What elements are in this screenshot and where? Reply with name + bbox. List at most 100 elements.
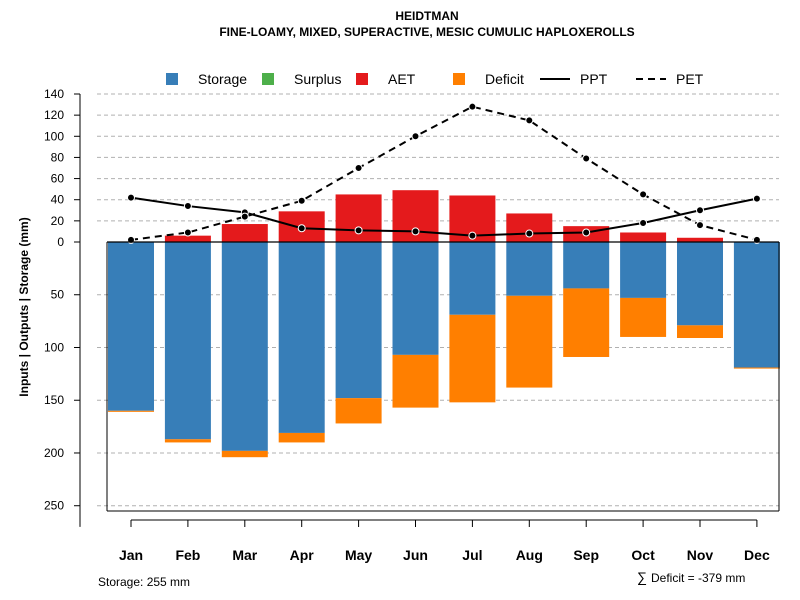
- pet-point: [468, 102, 477, 111]
- y-tick-label: 40: [51, 193, 65, 207]
- aet-bar: [221, 224, 268, 242]
- chart-title-group: HEIDTMAN FINE-LOAMY, MIXED, SUPERACTIVE,…: [219, 9, 634, 39]
- legend-label-deficit: Deficit: [485, 71, 524, 87]
- y-tick-label: 140: [44, 87, 64, 101]
- ppt-point: [639, 218, 648, 227]
- x-tick-label: Jun: [403, 547, 428, 563]
- legend-swatch-storage: [166, 73, 178, 85]
- axes: 0 20 40 60 80 100 120 140 50 100 150 200 250 Jan Feb Ma…: [44, 87, 780, 563]
- storage-bar: [278, 242, 325, 433]
- storage-bar: [677, 242, 723, 326]
- x-tick-label: Jan: [119, 547, 143, 563]
- pet-line: [130, 105, 758, 241]
- deficit-bar: [449, 314, 496, 403]
- y-tick-label: 0: [57, 235, 64, 249]
- deficit-bar: [563, 288, 610, 357]
- y-tick-label: 120: [44, 108, 64, 122]
- ppt-point: [525, 229, 534, 238]
- pet-point: [183, 228, 192, 237]
- x-tick-label: Sep: [573, 547, 599, 563]
- ppt-line: [130, 196, 758, 237]
- sum-symbol: ∑: [637, 569, 647, 585]
- deficit-footer: Deficit = -379 mm: [651, 571, 745, 585]
- ppt-point: [354, 226, 363, 235]
- y-tick-label: 250: [44, 499, 64, 513]
- legend-swatch-deficit: [453, 73, 465, 85]
- pet-point: [696, 221, 704, 230]
- pet-point: [639, 190, 648, 199]
- ppt-point: [297, 224, 306, 233]
- ppt-point: [582, 228, 591, 237]
- deficit-bar: [620, 297, 667, 337]
- y-tick-label: 200: [44, 446, 64, 460]
- bars: [108, 190, 780, 458]
- deficit-bar: [221, 450, 268, 458]
- x-tick-label: Nov: [687, 547, 714, 563]
- ppt-point: [752, 194, 761, 203]
- legend-label-surplus: Surplus: [294, 71, 341, 87]
- deficit-bar: [733, 367, 780, 369]
- x-tick-label: May: [345, 547, 372, 563]
- ppt-point: [411, 227, 420, 236]
- storage-bar: [563, 242, 610, 289]
- chart-subtitle: FINE-LOAMY, MIXED, SUPERACTIVE, MESIC CU…: [219, 25, 634, 39]
- storage-bar: [620, 242, 667, 298]
- pet-point: [240, 212, 249, 221]
- ppt-point: [468, 231, 477, 240]
- storage-bar: [108, 242, 154, 411]
- storage-bar: [449, 242, 496, 315]
- aet-bar: [335, 194, 382, 242]
- x-tick-label: Apr: [290, 547, 315, 563]
- pet-point: [297, 196, 306, 205]
- pet-point: [411, 132, 420, 141]
- x-tick-label: Mar: [232, 547, 257, 563]
- x-tick-label: Dec: [744, 547, 770, 563]
- deficit-bar: [677, 325, 723, 338]
- deficit-bar: [506, 295, 553, 388]
- x-tick-label: Feb: [175, 547, 200, 563]
- y-axis-label: Inputs | Outputs | Storage (mm): [17, 217, 31, 396]
- ppt-point: [127, 193, 135, 202]
- x-tick-label: Jul: [462, 547, 482, 563]
- y-tick-label: 50: [51, 288, 65, 302]
- deficit-bar: [278, 432, 325, 443]
- y-tick-label: 60: [51, 172, 65, 186]
- storage-bar: [506, 242, 553, 296]
- y-tick-label: 150: [44, 393, 64, 407]
- storage-bar: [335, 242, 382, 399]
- legend-swatch-surplus: [262, 73, 274, 85]
- chart-title: HEIDTMAN: [395, 9, 458, 23]
- storage-bar: [221, 242, 268, 451]
- deficit-bar: [108, 410, 154, 412]
- deficit-bar: [164, 439, 211, 443]
- legend-label-pet: PET: [676, 71, 704, 87]
- legend-label-storage: Storage: [198, 71, 247, 87]
- y-tick-label: 100: [44, 340, 64, 354]
- pet-point: [525, 116, 534, 125]
- legend-label-aet: AET: [388, 71, 416, 87]
- storage-bar: [733, 242, 780, 368]
- x-tick-label: Aug: [516, 547, 543, 563]
- legend: Storage Surplus AET Deficit PPT PET: [166, 71, 704, 87]
- ppt-point: [696, 206, 704, 215]
- legend-label-ppt: PPT: [580, 71, 608, 87]
- y-tick-label: 100: [44, 129, 64, 143]
- deficit-bar: [392, 354, 439, 408]
- y-tick-label: 20: [51, 214, 65, 228]
- aet-bar: [164, 235, 211, 242]
- aet-bar: [677, 237, 723, 242]
- aet-bar: [620, 232, 667, 242]
- pet-point: [354, 164, 363, 172]
- ppt-point: [183, 202, 192, 211]
- legend-swatch-aet: [356, 73, 368, 85]
- x-tick-label: Oct: [631, 547, 655, 563]
- y-tick-label: 80: [51, 150, 65, 164]
- storage-footer: Storage: 255 mm: [98, 575, 190, 589]
- pet-point: [582, 154, 591, 163]
- storage-bar: [164, 242, 211, 440]
- gridlines: [97, 93, 779, 507]
- deficit-bar: [335, 398, 382, 424]
- storage-bar: [392, 242, 439, 355]
- aet-bar: [506, 213, 553, 242]
